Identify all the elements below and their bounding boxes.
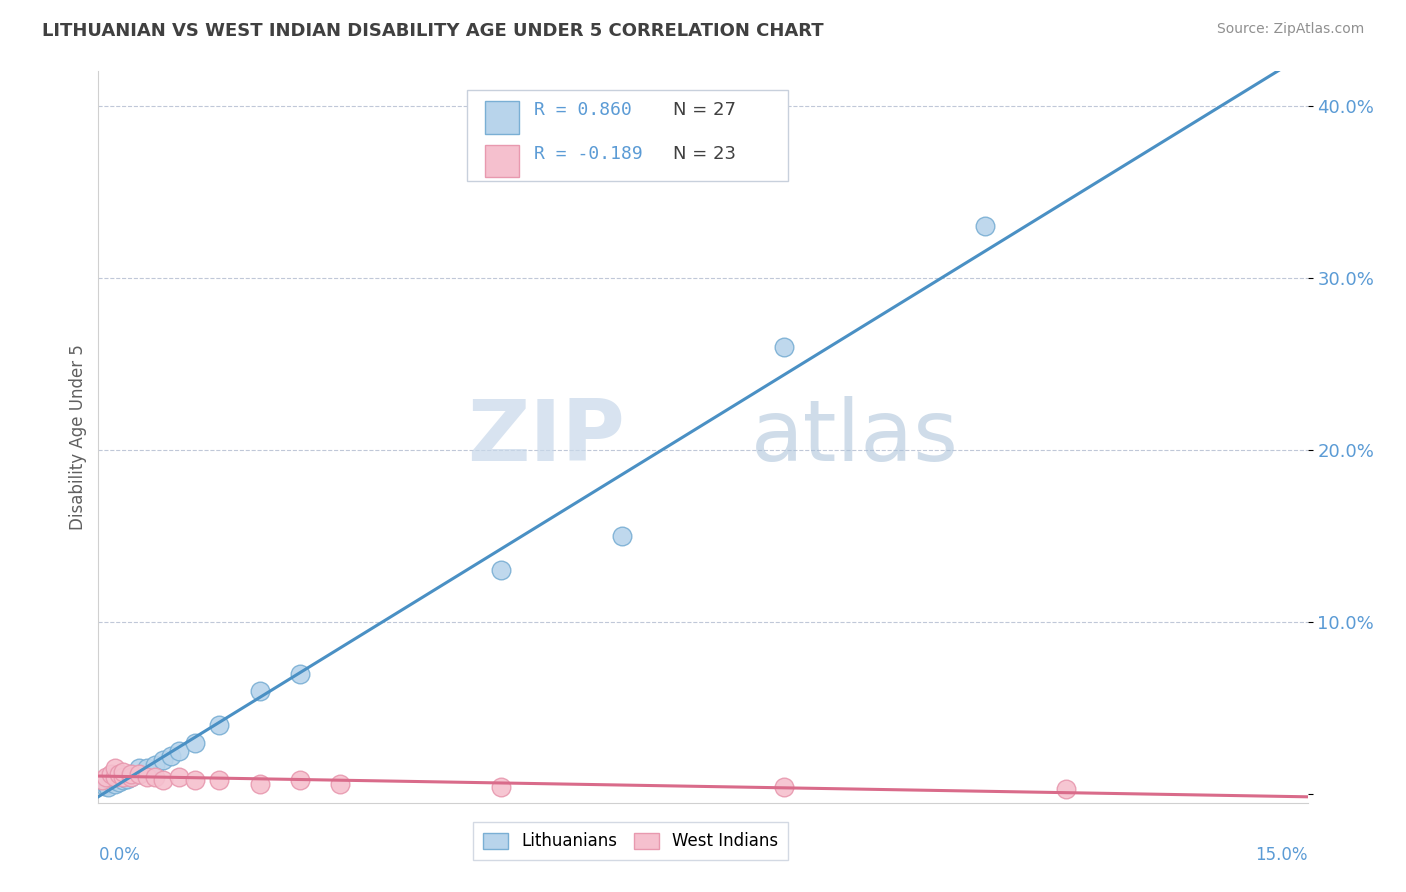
Point (111, 773, 134, 788)
Point (120, 770, 142, 784)
Text: 15.0%: 15.0% (1256, 846, 1308, 863)
Point (167, 744, 190, 758)
Point (100, 766, 122, 780)
Text: N = 27: N = 27 (672, 101, 735, 119)
Point (94, 779, 117, 793)
Point (120, 770, 142, 784)
Point (111, 770, 134, 784)
Point (103, 777, 125, 791)
Point (491, 564, 513, 578)
Point (128, 766, 150, 780)
Point (135, 761, 157, 775)
Point (772, 780, 794, 795)
Point (111, 770, 134, 784)
Text: ZIP: ZIP (467, 395, 624, 479)
Point (772, 340, 794, 354)
Point (491, 780, 513, 795)
Point (103, 770, 125, 784)
Point (329, 777, 352, 791)
Point (152, 753, 174, 767)
Bar (485, 101, 519, 134)
Point (249, 777, 271, 791)
Text: R = 0.860: R = 0.860 (534, 101, 631, 119)
Point (103, 773, 125, 788)
Point (115, 772, 138, 786)
Point (107, 775, 129, 789)
Point (100, 775, 122, 789)
FancyBboxPatch shape (467, 90, 787, 181)
Point (103, 761, 125, 775)
Text: 0.0%: 0.0% (98, 846, 141, 863)
Text: Source: ZipAtlas.com: Source: ZipAtlas.com (1216, 22, 1364, 37)
Text: N = 23: N = 23 (672, 145, 735, 162)
Point (288, 666, 311, 681)
Point (167, 770, 190, 784)
Legend: Lithuanians, West Indians: Lithuanians, West Indians (472, 822, 789, 860)
Point (96, 770, 118, 784)
Point (1054, 782, 1077, 797)
Point (249, 684, 271, 698)
Text: R = -0.189: R = -0.189 (534, 145, 643, 162)
Text: LITHUANIAN VS WEST INDIAN DISABILITY AGE UNDER 5 CORRELATION CHART: LITHUANIAN VS WEST INDIAN DISABILITY AGE… (42, 22, 824, 40)
Point (612, 529, 634, 543)
Point (208, 718, 231, 732)
Point (160, 749, 183, 764)
Point (974, 219, 997, 234)
Point (96, 777, 118, 791)
Y-axis label: Disability Age Under 5: Disability Age Under 5 (69, 344, 87, 530)
Text: atlas: atlas (751, 395, 959, 479)
Point (288, 773, 311, 788)
Point (97, 780, 120, 795)
Point (143, 770, 166, 784)
Point (111, 764, 134, 779)
Point (184, 735, 207, 749)
Point (143, 758, 166, 772)
Bar (485, 145, 519, 178)
Point (128, 761, 150, 775)
Point (128, 766, 150, 780)
Point (208, 773, 231, 788)
Point (152, 773, 174, 788)
Point (135, 770, 157, 784)
Point (107, 766, 129, 780)
Point (120, 766, 142, 780)
Point (120, 766, 142, 780)
Point (184, 773, 207, 788)
Point (91, 773, 114, 788)
